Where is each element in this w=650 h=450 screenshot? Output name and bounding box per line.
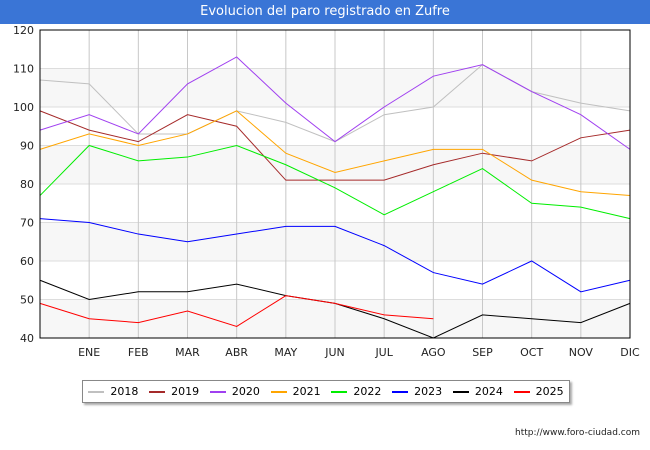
x-tick-label: ENE [78,346,100,359]
legend-item-2023: 2023 [392,385,442,398]
legend-label: 2018 [110,385,139,398]
legend-swatch [149,390,166,393]
x-tick-label: AGO [421,346,446,359]
y-tick-label: 100 [13,101,34,114]
legend-item-2022: 2022 [331,385,381,398]
y-tick-label: 80 [20,178,34,191]
legend-label: 2019 [171,385,200,398]
legend-label: 2022 [353,385,382,398]
legend-swatch [88,390,105,393]
legend-item-2021: 2021 [270,385,321,398]
y-tick-label: 40 [20,332,34,345]
x-tick-label: JUN [324,346,345,359]
x-tick-label: MAR [175,346,200,359]
y-tick-label: 90 [20,140,34,153]
legend-swatch [513,390,530,393]
legend-swatch [331,390,348,393]
legend-swatch [392,390,409,393]
x-tick-label: SEP [472,346,493,359]
x-tick-label: FEB [128,346,149,359]
legend-swatch [270,390,287,393]
y-tick-label: 120 [13,24,34,37]
x-tick-label: OCT [520,346,543,359]
legend-label: 2023 [414,385,443,398]
x-tick-label: MAY [274,346,297,359]
plot-border [39,29,631,339]
legend-label: 2020 [231,385,260,398]
legend-item-2025: 2025 [513,385,564,398]
y-tick-label: 110 [13,63,34,76]
x-tick-label: ABR [225,346,248,359]
x-tick-label: DIC [620,346,640,359]
legend-label: 2021 [292,385,321,398]
x-tick-label: JUL [374,346,393,359]
y-tick-label: 70 [20,217,34,230]
legend-item-2024: 2024 [452,385,503,398]
chart-title: Evolucion del paro registrado en Zufre [0,0,650,24]
legend: 2018 2019 2020 2021 2022 2023 2024 2025 [82,380,570,403]
legend-label: 2025 [535,385,564,398]
legend-swatch [452,390,469,393]
y-tick-label: 50 [20,294,34,307]
footer-url[interactable]: http://www.foro-ciudad.com [515,428,640,438]
x-tick-label: NOV [569,346,594,359]
y-tick-label: 60 [20,255,34,268]
legend-item-2018: 2018 [88,385,138,398]
legend-item-2019: 2019 [149,385,199,398]
legend-label: 2024 [474,385,503,398]
legend-item-2020: 2020 [209,385,260,398]
legend-swatch [209,390,226,393]
